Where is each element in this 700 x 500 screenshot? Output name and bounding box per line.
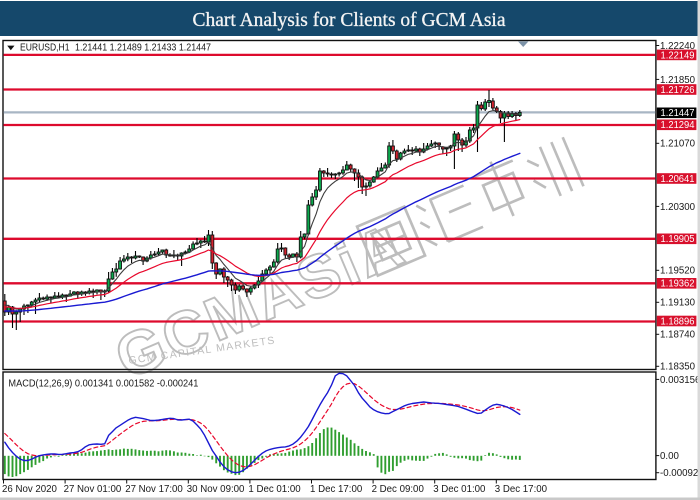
svg-text:MACD(12,26,9) 0.001341 0.00158: MACD(12,26,9) 0.001341 0.001582 -0.00024… <box>8 379 198 390</box>
svg-text:27 Nov 01:00: 27 Nov 01:00 <box>64 484 122 495</box>
svg-text:0.003156: 0.003156 <box>660 375 700 386</box>
svg-text:2 Dec 09:00: 2 Dec 09:00 <box>372 484 425 495</box>
svg-text:30 Nov 09:00: 30 Nov 09:00 <box>187 484 245 495</box>
svg-text:1.19905: 1.19905 <box>661 234 695 245</box>
svg-text:1.19520: 1.19520 <box>660 266 696 277</box>
svg-text:3 Dec 17:00: 3 Dec 17:00 <box>495 484 548 495</box>
svg-text:1.18740: 1.18740 <box>660 330 696 341</box>
svg-text:1.21726: 1.21726 <box>661 85 695 96</box>
svg-text:1.22240: 1.22240 <box>660 41 696 52</box>
svg-text:1.18896: 1.18896 <box>661 316 695 327</box>
svg-text:-0.000929: -0.000929 <box>660 468 700 479</box>
svg-text:1.19362: 1.19362 <box>661 279 695 290</box>
svg-text:1.21441 1.21489 1.21433 1.2144: 1.21441 1.21489 1.21433 1.21447 <box>75 42 211 53</box>
svg-text:1.20641: 1.20641 <box>661 174 695 185</box>
svg-text:1.20300: 1.20300 <box>660 202 696 213</box>
svg-text:1.21070: 1.21070 <box>660 139 696 150</box>
svg-text:Chart Analysis for Clients of: Chart Analysis for Clients of GCM Asia <box>193 9 506 31</box>
svg-text:0.00: 0.00 <box>660 451 679 462</box>
svg-text:1.18350: 1.18350 <box>660 362 696 373</box>
svg-text:1.21850: 1.21850 <box>660 75 696 86</box>
svg-text:1.21294: 1.21294 <box>661 120 696 131</box>
svg-text:1 Dec 17:00: 1 Dec 17:00 <box>310 484 363 495</box>
svg-text:1.22149: 1.22149 <box>661 50 695 61</box>
svg-text:1.19130: 1.19130 <box>660 298 696 309</box>
svg-text:EURUSD,H1: EURUSD,H1 <box>20 42 70 53</box>
svg-text:27 Nov 17:00: 27 Nov 17:00 <box>125 484 183 495</box>
svg-text:26 Nov 2020: 26 Nov 2020 <box>2 484 58 495</box>
svg-text:1.21447: 1.21447 <box>661 108 695 119</box>
svg-text:3 Dec 01:00: 3 Dec 01:00 <box>433 484 486 495</box>
svg-text:1 Dec 01:00: 1 Dec 01:00 <box>248 484 301 495</box>
